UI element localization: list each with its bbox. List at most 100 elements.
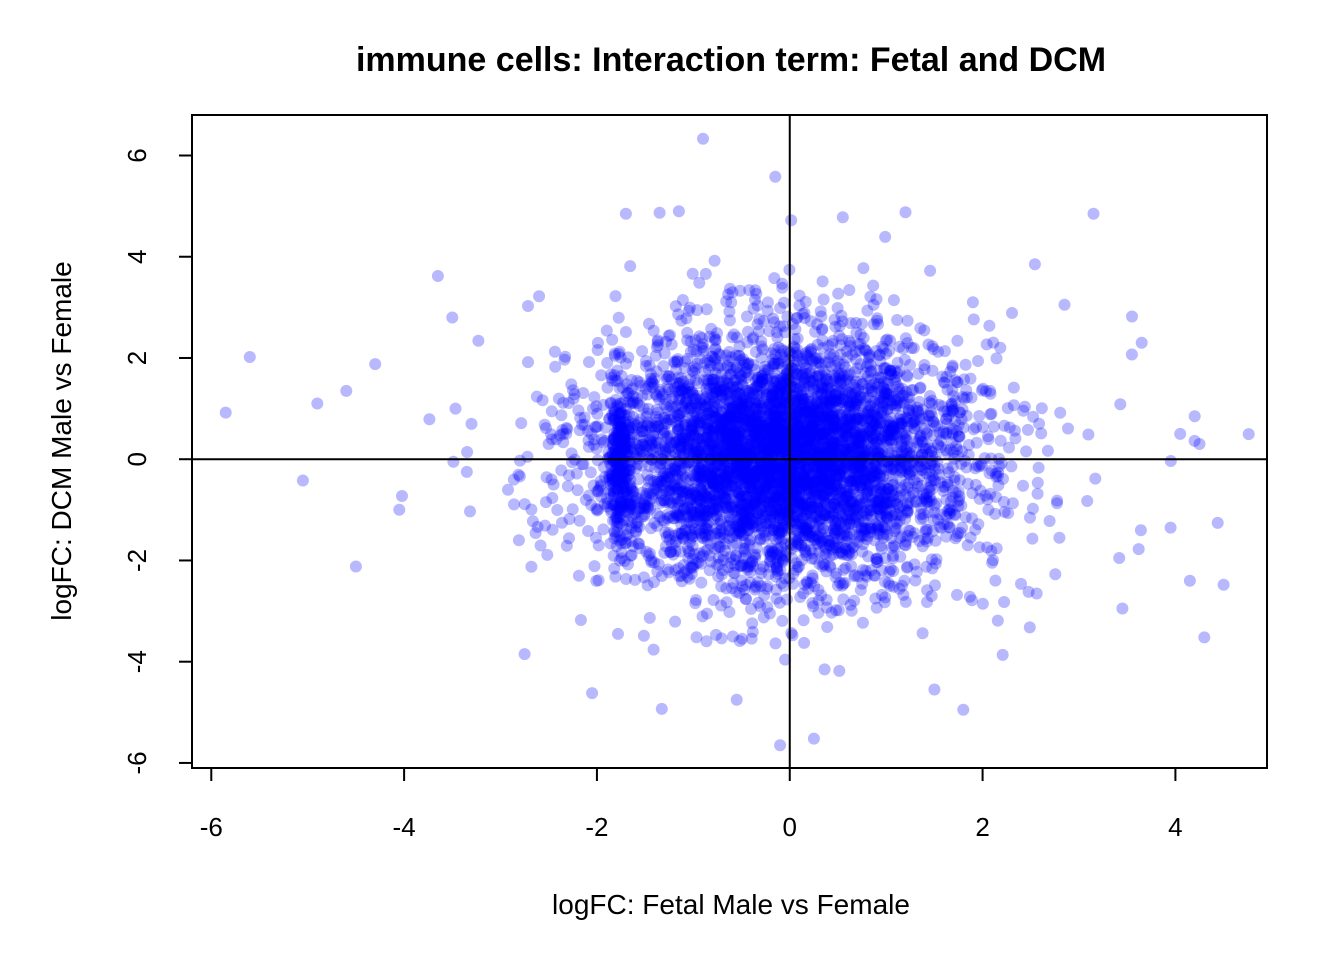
data-point — [693, 467, 706, 479]
data-point — [652, 420, 665, 433]
data-point — [721, 359, 734, 372]
data-point — [655, 475, 668, 488]
data-point — [888, 420, 901, 433]
data-point — [774, 384, 787, 397]
data-point — [633, 376, 646, 389]
data-point — [777, 442, 790, 455]
data-point — [762, 568, 775, 581]
data-point — [951, 588, 963, 601]
data-point — [720, 455, 733, 467]
data-point — [670, 509, 683, 522]
data-point — [900, 415, 913, 428]
data-point — [699, 267, 712, 280]
data-point — [885, 365, 897, 378]
data-point — [633, 399, 646, 412]
data-point — [681, 352, 694, 365]
data-point — [871, 528, 884, 540]
data-point — [687, 530, 699, 543]
data-point — [742, 524, 755, 537]
data-point — [668, 436, 681, 449]
data-point — [824, 509, 837, 522]
data-point — [938, 376, 951, 389]
data-point — [742, 469, 755, 482]
data-point — [699, 530, 712, 543]
data-point — [896, 530, 909, 543]
data-point — [647, 643, 660, 656]
data-point — [687, 445, 700, 457]
data-point — [800, 463, 813, 476]
data-point — [651, 565, 664, 578]
data-point — [756, 508, 769, 521]
data-point — [745, 446, 758, 459]
data-point — [736, 529, 749, 541]
data-point — [814, 305, 827, 318]
data-point — [714, 423, 727, 436]
data-point — [604, 503, 617, 516]
data-point — [882, 415, 895, 428]
data-point — [924, 264, 937, 277]
data-point — [816, 275, 829, 288]
data-point — [718, 415, 731, 428]
data-point — [423, 413, 436, 426]
data-point — [1049, 568, 1062, 581]
data-point — [672, 380, 684, 393]
data-point — [609, 444, 622, 457]
data-point — [804, 477, 817, 490]
data-point — [900, 535, 912, 548]
data-point — [822, 394, 835, 407]
data-point — [739, 452, 752, 464]
data-point — [846, 496, 859, 509]
data-point — [858, 342, 871, 355]
data-point — [760, 478, 772, 491]
data-point — [914, 508, 927, 521]
data-point — [775, 428, 788, 441]
data-point — [881, 383, 894, 396]
data-point — [881, 430, 894, 443]
data-point — [949, 532, 962, 545]
data-point — [808, 419, 821, 432]
data-point — [685, 414, 698, 427]
data-point — [837, 577, 850, 590]
data-point — [873, 394, 886, 407]
data-point — [766, 375, 779, 388]
data-point — [521, 450, 534, 463]
data-point — [665, 538, 678, 551]
data-point — [683, 378, 696, 391]
data-point — [891, 314, 904, 326]
data-point — [816, 402, 829, 415]
data-point — [840, 500, 853, 512]
data-point — [555, 409, 568, 422]
data-point — [612, 627, 624, 640]
data-point — [840, 490, 852, 503]
data-point — [691, 417, 704, 430]
data-point — [712, 361, 725, 374]
data-point — [758, 589, 771, 602]
data-point — [664, 546, 677, 559]
data-point — [795, 482, 808, 495]
data-point — [765, 451, 778, 464]
data-point — [927, 343, 940, 356]
data-point — [983, 319, 996, 332]
data-point — [797, 614, 810, 627]
data-point — [792, 418, 805, 431]
data-point — [858, 522, 871, 535]
data-point — [1164, 455, 1177, 467]
data-point — [881, 414, 894, 427]
data-point — [760, 385, 773, 398]
data-point — [718, 448, 731, 460]
data-point — [864, 359, 877, 371]
data-point — [766, 437, 779, 449]
data-point — [800, 409, 813, 422]
data-point — [705, 496, 718, 509]
data-point — [773, 477, 786, 490]
data-point — [885, 496, 898, 509]
data-point — [603, 413, 616, 426]
data-point — [680, 393, 693, 406]
data-point — [912, 367, 925, 380]
data-point — [549, 360, 562, 373]
data-point — [502, 483, 514, 496]
data-point — [760, 374, 773, 386]
data-point — [846, 388, 858, 400]
data-point — [796, 475, 809, 488]
